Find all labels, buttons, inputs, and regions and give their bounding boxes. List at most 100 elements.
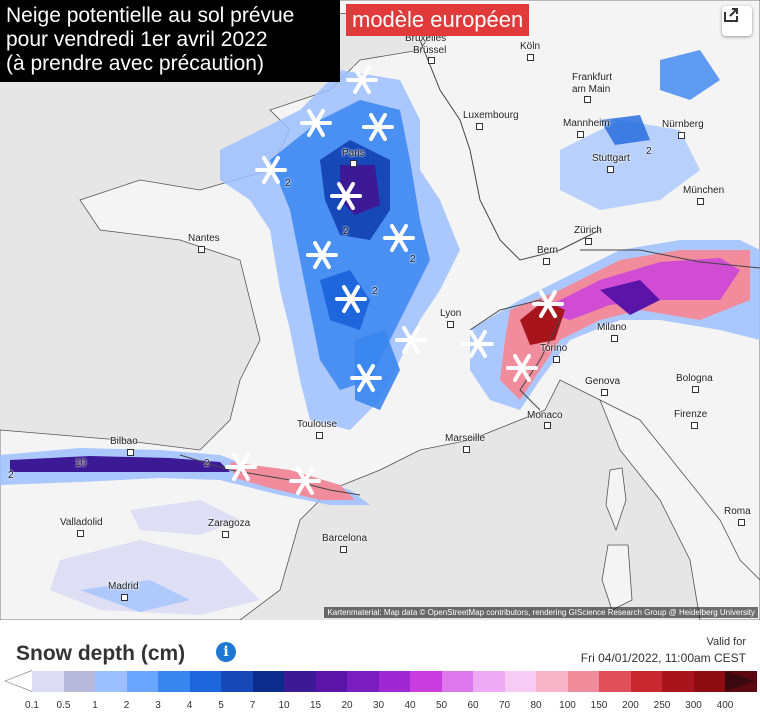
title-line-1: Neige potentielle au sol prévue (6, 4, 295, 27)
scale-min-arrow (6, 671, 32, 691)
scale-swatch (32, 671, 64, 692)
scale-tick-label: 70 (498, 700, 511, 711)
scale-tick-label: 2 (123, 700, 130, 711)
city-marker (585, 238, 592, 245)
city-marker (463, 446, 470, 453)
city-label-bologna: Bologna (676, 373, 713, 384)
scale-swatch (693, 671, 725, 692)
city-label-bruxelles: Bruxelles (405, 33, 447, 44)
city-label-luxembourg: Luxembourg (463, 110, 519, 121)
share-button[interactable] (722, 6, 752, 36)
model-badge: modèle européen (346, 4, 530, 36)
scale-swatch (599, 671, 631, 692)
city-label-torino: Torino (540, 343, 568, 354)
city-marker (544, 422, 551, 429)
scale-swatch (378, 671, 410, 692)
scale-tick-label: 400 (716, 700, 734, 711)
city-marker (738, 519, 745, 526)
scale-tick-label: 100 (559, 700, 576, 711)
map-canvas (0, 0, 760, 620)
scale-max-arrow (725, 671, 755, 691)
scale-tick-label: 15 (309, 700, 322, 711)
city-label-marseille: Marseille (445, 433, 486, 444)
valid-time: Fri 04/01/2022, 11:00am CEST (580, 651, 746, 665)
scale-tick-label: 0.5 (56, 700, 71, 711)
scale-swatch (284, 671, 316, 692)
city-marker (447, 321, 454, 328)
city-label-bern: Bern (537, 245, 559, 256)
scale-swatch (504, 671, 536, 692)
scale-swatch (95, 671, 127, 692)
scale-tick-label: 1 (92, 700, 98, 711)
city-marker (691, 422, 698, 429)
scale-swatch (221, 671, 253, 692)
scale-swatch (630, 671, 662, 692)
snow-depth-map[interactable]: 2 2 2 2 2 2 2 10 Bruxelles Brüssel Köln … (0, 0, 760, 620)
city-marker (584, 96, 591, 103)
scale-swatch (252, 671, 284, 692)
city-marker (316, 432, 323, 439)
snowflake-icons (225, 66, 564, 495)
color-scale (32, 671, 757, 692)
info-icon[interactable]: i (216, 642, 236, 662)
scale-tick-label: 10 (278, 700, 290, 711)
scale-swatch (189, 671, 221, 692)
city-label-toulouse: Toulouse (297, 419, 338, 430)
city-label-nantes: Nantes (188, 233, 220, 244)
scale-tick-label: 30 (372, 700, 385, 711)
city-label-frankfurt: Frankfurt (572, 72, 613, 83)
scale-swatch (662, 671, 694, 692)
title-box: Neige potentielle au sol prévue pour ven… (0, 0, 340, 82)
scale-swatch (441, 671, 473, 692)
city-marker (553, 356, 560, 363)
city-label-koln: Köln (520, 41, 541, 52)
scale-tick-label: 5 (218, 700, 224, 711)
city-label-barcelona: Barcelona (322, 533, 368, 544)
scale-swatch (63, 671, 95, 692)
city-marker (222, 531, 229, 538)
city-marker (601, 389, 608, 396)
contour-label: 2 (285, 178, 291, 189)
city-marker (543, 258, 550, 265)
valid-label: Valid for (706, 636, 746, 648)
city-label-roma: Roma (724, 506, 751, 517)
contour-label: 2 (8, 470, 14, 481)
city-label-brussel: Brüssel (413, 45, 447, 56)
city-label-nurnberg: Nürnberg (662, 119, 704, 130)
scale-swatch (536, 671, 568, 692)
contour-label: 2 (204, 458, 210, 469)
city-label-madrid: Madrid (108, 581, 139, 592)
city-marker (607, 166, 614, 173)
city-label-zurich: Zürich (574, 225, 602, 236)
scale-tick-label: 40 (404, 700, 416, 711)
city-marker (127, 449, 134, 456)
scale-tick-label: 3 (155, 700, 161, 711)
scale-tick-label: 7 (249, 700, 256, 711)
scale-tick-label: 4 (186, 700, 193, 711)
city-label-valladolid: Valladolid (60, 517, 103, 528)
city-marker (428, 57, 435, 64)
scale-swatch (158, 671, 190, 692)
city-marker (340, 546, 347, 553)
city-label-zaragoza: Zaragoza (208, 518, 251, 529)
scale-tick-label: 0.1 (25, 700, 39, 711)
legend: Snow depth (cm) i Valid for Fri 04/01/20… (0, 620, 760, 719)
city-label-genova: Genova (585, 376, 621, 387)
city-label-milano: Milano (597, 322, 627, 333)
contour-label: 2 (646, 146, 652, 157)
scale-tick-label: 150 (590, 700, 608, 711)
city-marker (77, 530, 84, 537)
scale-tick-label: 300 (685, 700, 702, 711)
city-label-stuttgart: Stuttgart (592, 153, 630, 164)
title-line-3: (à prendre avec précaution) (6, 52, 264, 75)
city-marker (611, 335, 618, 342)
city-label-paris: Paris (342, 148, 365, 159)
scale-swatch (347, 671, 379, 692)
city-marker (350, 160, 357, 167)
city-label-bilbao: Bilbao (110, 436, 138, 447)
scale-swatch (410, 671, 442, 692)
city-marker (692, 386, 699, 393)
contour-label: 2 (343, 226, 349, 237)
scale-swatch (315, 671, 347, 692)
city-label-munchen: München (683, 185, 725, 196)
